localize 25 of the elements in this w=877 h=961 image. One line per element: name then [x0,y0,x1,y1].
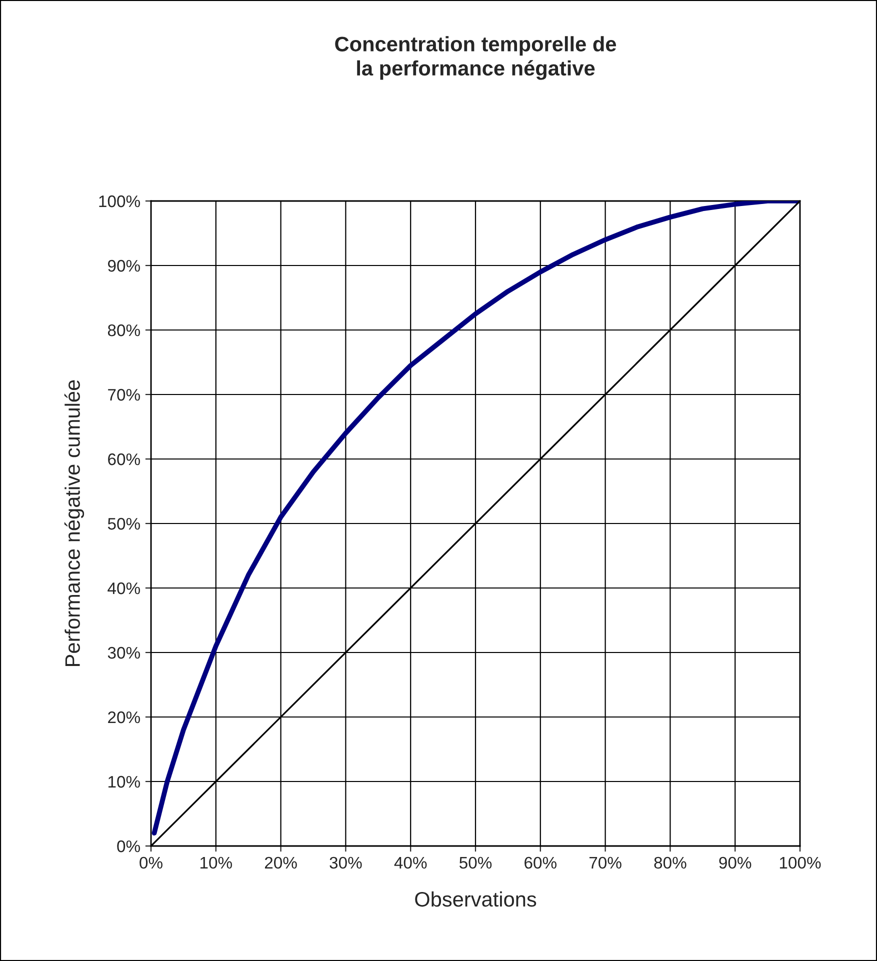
x-tick-label: 100% [780,856,821,869]
x-tick-label: 90% [719,856,752,869]
y-tick-label: 30% [108,646,140,659]
y-tick-label: 60% [108,453,140,466]
chart-title: Concentration temporelle de la performance négative [335,36,616,80]
y-axis-title: Performance négative cumulée [64,380,84,666]
y-tick-label: 40% [108,582,140,594]
x-tick-label: 50% [459,856,492,869]
y-tick-label: 80% [108,324,140,336]
y-tick-label: 20% [108,711,140,724]
x-tick-label: 30% [330,856,362,869]
x-tick-label: 70% [589,856,622,869]
x-tick-label: 10% [200,856,232,869]
y-tick-label: 50% [108,518,140,530]
y-tick-label: 70% [108,388,140,401]
y-tick-label: 10% [108,776,140,788]
y-tick-label: 90% [108,260,140,272]
x-tick-label: 20% [264,856,297,869]
x-tick-label: 60% [524,856,556,869]
x-tick-label: 80% [654,856,686,869]
x-tick-label: 0% [140,856,162,869]
y-tick-label: 100% [99,195,140,208]
y-tick-label: 0% [117,840,140,852]
x-axis-title: Observations [415,891,536,907]
x-tick-label: 40% [394,856,427,869]
